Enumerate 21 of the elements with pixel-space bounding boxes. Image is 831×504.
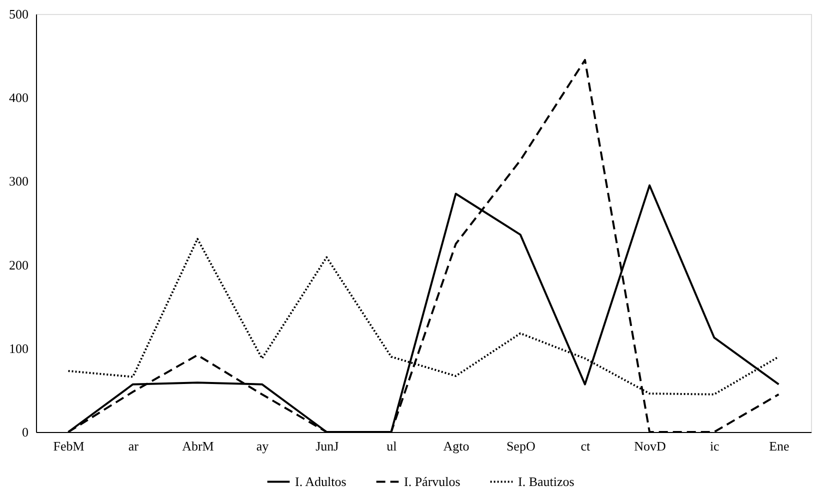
legend-label: I. Adultos [295, 474, 346, 489]
y-tick-label: 200 [9, 257, 28, 272]
x-tick-label: NovD [634, 438, 666, 454]
legend-label: I. Bautizos [518, 474, 574, 489]
x-tick-label: SepO [506, 438, 536, 454]
y-tick-label: 500 [9, 6, 28, 22]
y-tick-label: 100 [9, 340, 28, 356]
legend-label: I. Párvulos [404, 474, 460, 489]
x-tick-label: FebM [53, 438, 85, 454]
x-tick-label: ay [256, 438, 270, 454]
y-tick-label: 300 [9, 174, 28, 189]
y-tick-label: 400 [9, 90, 28, 106]
x-tick-label: JunJ [316, 438, 339, 454]
x-tick-label: AbrM [182, 438, 214, 454]
x-tick-label: Ene [769, 438, 790, 454]
y-tick-label: 0 [22, 424, 28, 440]
x-tick-label: Agto [443, 438, 470, 454]
x-tick-label: ar [128, 438, 140, 454]
x-tick-label: ul [386, 438, 398, 454]
x-tick-label: ic [710, 438, 720, 454]
x-tick-label: ct [580, 438, 591, 454]
